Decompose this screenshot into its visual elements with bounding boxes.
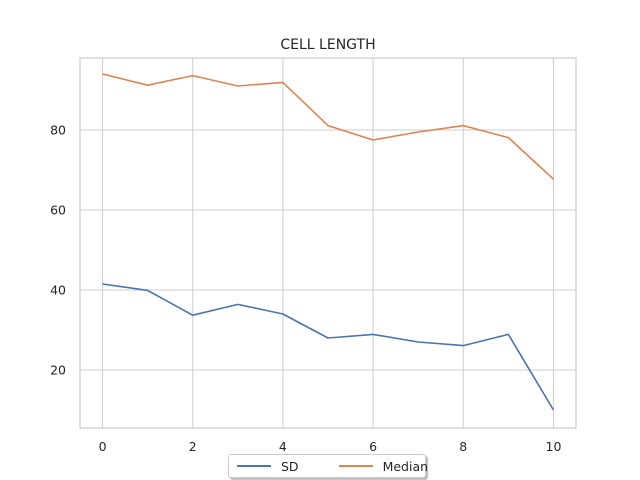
x-tick-label: 2 [189, 439, 197, 454]
legend-label: Median [382, 458, 429, 474]
y-tick-label: 20 [50, 363, 66, 378]
x-tick-label: 10 [546, 439, 562, 454]
series-line-median [102, 73, 554, 180]
tick-labels: 0 2 4 6 8 10 20 40 60 80 [50, 123, 561, 455]
legend-label: SD [281, 458, 299, 474]
x-tick-label: 4 [279, 439, 287, 454]
y-tick-label: 80 [50, 123, 66, 138]
grid [80, 58, 576, 428]
y-tick-label: 60 [50, 203, 66, 218]
series-layer [102, 73, 555, 411]
plot-area [79, 57, 577, 429]
legend-item-median: Median [331, 459, 428, 474]
series-line-sd [102, 283, 555, 411]
x-tick-label: 8 [459, 439, 467, 454]
legend-swatch [237, 465, 271, 467]
x-tick-label: 0 [99, 439, 107, 454]
legend-item-sd: SD [229, 459, 299, 474]
legend-swatch [338, 465, 373, 467]
legend: SD Median [228, 454, 428, 478]
y-tick-label: 40 [50, 283, 66, 298]
x-tick-label: 6 [369, 439, 377, 454]
chart-title: CELL LENGTH [280, 37, 375, 53]
